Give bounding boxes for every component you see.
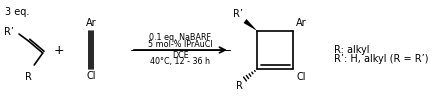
Text: 3 eq.: 3 eq. bbox=[5, 7, 29, 17]
Text: +: + bbox=[53, 44, 64, 56]
Text: R’: R’ bbox=[4, 27, 14, 37]
Text: R: R bbox=[236, 81, 243, 91]
Text: 5 mol-% IPrAuCl: 5 mol-% IPrAuCl bbox=[148, 40, 213, 49]
Text: Cl: Cl bbox=[86, 71, 96, 81]
Text: R: R bbox=[25, 72, 32, 82]
Polygon shape bbox=[243, 19, 257, 31]
Text: Ar: Ar bbox=[86, 18, 97, 28]
Text: 0.1 eq. NaBARF: 0.1 eq. NaBARF bbox=[150, 34, 211, 43]
Text: DCE: DCE bbox=[172, 51, 189, 60]
Text: R’: R’ bbox=[233, 9, 243, 19]
Text: 40°C, 12 - 36 h: 40°C, 12 - 36 h bbox=[150, 57, 210, 66]
Text: Ar: Ar bbox=[296, 18, 307, 28]
Text: R: alkyl: R: alkyl bbox=[334, 45, 370, 55]
Text: R’: H, alkyl (R = R’): R’: H, alkyl (R = R’) bbox=[334, 54, 429, 64]
Text: Cl: Cl bbox=[296, 72, 306, 82]
